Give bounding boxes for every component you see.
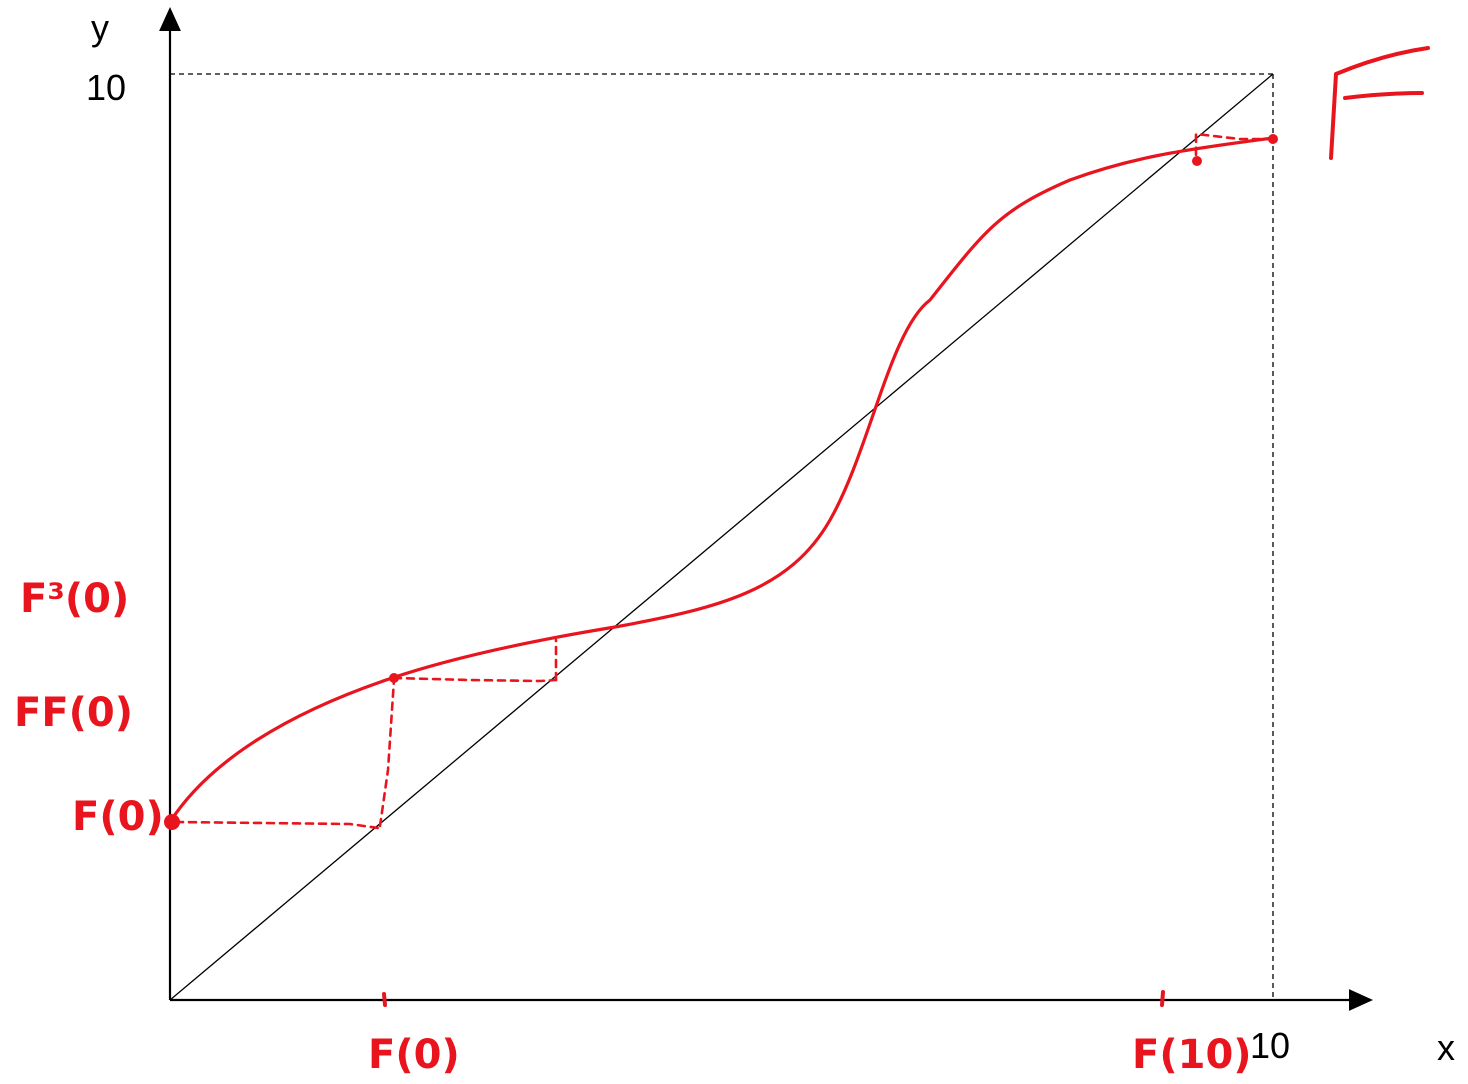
cobweb-end-steps [1194,132,1275,162]
tick-f0-x [382,992,387,1007]
identity-diagonal [169,73,1274,1001]
annotation-f0-y: F(0) [72,794,164,840]
y-max-label: 10 [86,67,126,108]
cobweb-step-2 [378,678,396,828]
point-ff10 [1192,156,1202,166]
annotation-f3-0: F³(0) [20,576,129,622]
cobweb-step-3 [392,676,558,683]
annotation-f0-x: F(0) [368,1032,460,1078]
x-max-label: 10 [1250,1025,1290,1066]
cobweb-step-1 [174,820,380,830]
y-axis-label: y [91,7,109,48]
x-axis-label: x [1437,1027,1455,1068]
point-f10 [1268,134,1278,144]
point-f0 [164,814,180,830]
function-curve [168,136,1275,824]
annotation-f10-x: F(10) [1132,1032,1252,1078]
tick-f10-x [1160,990,1165,1007]
annotation-ff0: FF(0) [14,690,133,736]
point-ff0 [389,673,399,683]
function-letter-f [1329,46,1430,160]
